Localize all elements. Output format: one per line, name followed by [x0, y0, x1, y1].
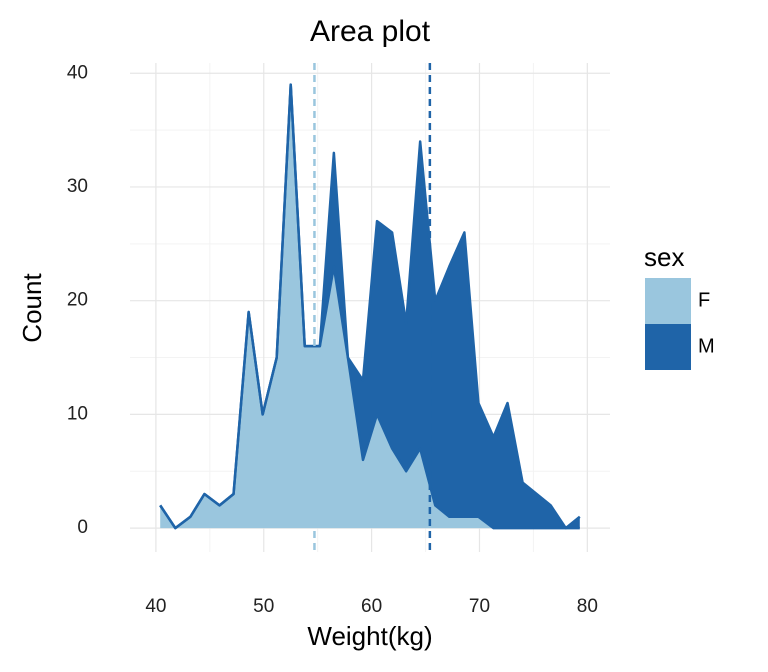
y-axis-title: Count [17, 273, 47, 343]
legend-swatch [645, 324, 691, 370]
y-tick-label: 0 [77, 517, 88, 538]
y-tick-label: 20 [67, 290, 88, 311]
area-outline [159, 83, 581, 530]
legend-label: F [698, 289, 710, 311]
x-tick-label: 70 [469, 596, 490, 617]
y-tick-label: 30 [67, 176, 88, 197]
legend-title: sex [644, 242, 684, 272]
x-tick-label: 50 [253, 596, 274, 617]
x-tick-label: 60 [361, 596, 382, 617]
area [160, 84, 580, 529]
x-tick-label: 80 [577, 596, 598, 617]
y-tick-label: 10 [67, 403, 88, 424]
x-axis-title: Weight(kg) [307, 621, 432, 651]
y-tick-label: 40 [67, 62, 88, 83]
chart-title: Area plot [310, 15, 431, 48]
x-tick-label: 40 [145, 596, 166, 617]
legend-swatch [645, 278, 691, 324]
legend-label: M [698, 335, 715, 357]
